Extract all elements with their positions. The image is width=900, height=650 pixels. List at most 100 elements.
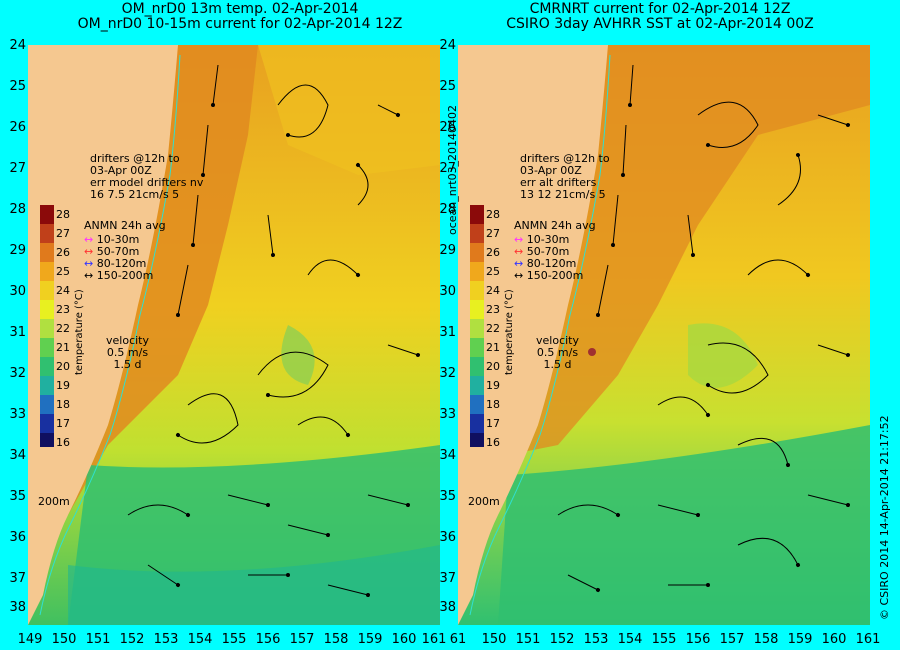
lat-label: 35 bbox=[439, 489, 456, 504]
cb-tick: 27 bbox=[56, 227, 70, 240]
lat-label: 30 bbox=[9, 284, 26, 299]
lon-label: 155 bbox=[221, 632, 247, 647]
lat-label: 30 bbox=[439, 284, 456, 299]
right-drifter-text: drifters @12h to 03-Apr 00Z err alt drif… bbox=[520, 152, 610, 201]
right-colorbar-title: temperature (°C) bbox=[504, 289, 515, 375]
left-map-title: OM_nrD0 13m temp. 02-Apr-2014 OM_nrD0 10… bbox=[30, 2, 450, 32]
lat-label: 38 bbox=[439, 600, 456, 615]
cb-tick: 21 bbox=[486, 341, 500, 354]
lon-label: 151 bbox=[85, 632, 111, 647]
lat-label: 31 bbox=[9, 325, 26, 340]
cb-tick: 19 bbox=[56, 379, 70, 392]
cb-tick: 16 bbox=[56, 436, 70, 449]
lon-label: 149 bbox=[17, 632, 43, 647]
left-drifter-text: drifters @12h to 03-Apr 00Z err model dr… bbox=[90, 152, 204, 201]
lat-label: 34 bbox=[439, 448, 456, 463]
cb-tick: 28 bbox=[486, 208, 500, 221]
lat-label: 26 bbox=[9, 120, 26, 135]
lat-label: 31 bbox=[439, 325, 456, 340]
cb-tick: 19 bbox=[486, 379, 500, 392]
lon-label: 153 bbox=[583, 632, 609, 647]
right-map-panel: 28 27 26 25 24 23 22 21 20 19 18 17 16 t… bbox=[458, 45, 870, 625]
lat-label: 24 bbox=[439, 38, 456, 53]
lon-label: 157 bbox=[719, 632, 745, 647]
legend-label: 150-200m bbox=[96, 269, 154, 282]
lon-label: 151 bbox=[515, 632, 541, 647]
lat-label: 29 bbox=[439, 243, 456, 258]
left-ocean-map bbox=[28, 45, 440, 625]
lon-label: 152 bbox=[549, 632, 575, 647]
cb-tick: 17 bbox=[56, 417, 70, 430]
lon-label: 159 bbox=[357, 632, 383, 647]
lon-label: 157 bbox=[289, 632, 315, 647]
right-legend-50-70m: ↔ 50-70m bbox=[514, 245, 570, 258]
cb-tick: 24 bbox=[56, 284, 70, 297]
left-colorbar-ticks: 28 27 26 25 24 23 22 21 20 19 18 17 16 bbox=[56, 208, 74, 449]
lat-label: 29 bbox=[9, 243, 26, 258]
right-colorbar bbox=[470, 205, 484, 447]
lat-label: 34 bbox=[9, 448, 26, 463]
lon-label: 161 bbox=[421, 632, 447, 647]
lat-label: 28 bbox=[9, 202, 26, 217]
left-map-panel: 28 27 26 25 24 23 22 21 20 19 18 17 16 t… bbox=[28, 45, 440, 625]
lon-label: 159 bbox=[787, 632, 813, 647]
legend-label: 150-200m bbox=[526, 269, 584, 282]
right-legend-10-30m: ↔ 10-30m bbox=[514, 233, 570, 246]
right-title-line2: CSIRO 3day AVHRR SST at 02-Apr-2014 00Z bbox=[506, 16, 814, 32]
lat-label: 27 bbox=[9, 161, 26, 176]
cb-tick: 22 bbox=[56, 322, 70, 335]
lat-label: 38 bbox=[9, 600, 26, 615]
left-legend-50-70m: ↔ 50-70m bbox=[84, 245, 140, 258]
lat-label: 37 bbox=[439, 571, 456, 586]
right-ocean-map bbox=[458, 45, 870, 625]
lon-label: 153 bbox=[153, 632, 179, 647]
lon-label: 156 bbox=[685, 632, 711, 647]
lat-label: 32 bbox=[9, 366, 26, 381]
right-legend-80-120m: ↔ 80-120m bbox=[514, 257, 577, 270]
lat-label: 36 bbox=[439, 530, 456, 545]
lon-label: 150 bbox=[51, 632, 77, 647]
legend-label: 80-120m bbox=[96, 257, 147, 270]
right-200m-label: 200m bbox=[468, 495, 500, 508]
cb-tick: 23 bbox=[486, 303, 500, 316]
cb-tick: 28 bbox=[56, 208, 70, 221]
lat-label: 27 bbox=[439, 161, 456, 176]
right-legend-150-200m: ↔ 150-200m bbox=[514, 269, 584, 282]
lat-label: 33 bbox=[439, 407, 456, 422]
right-anmn-title: ANMN 24h avg bbox=[514, 219, 596, 232]
cb-tick: 20 bbox=[56, 360, 70, 373]
lon-label: 150 bbox=[481, 632, 507, 647]
lon-label: 152 bbox=[119, 632, 145, 647]
cb-tick: 27 bbox=[486, 227, 500, 240]
legend-label: 10-30m bbox=[526, 233, 570, 246]
lon-label: 158 bbox=[323, 632, 349, 647]
cb-tick: 26 bbox=[56, 246, 70, 259]
right-velocity-scale: velocity 0.5 m/s 1.5 d bbox=[536, 334, 579, 371]
left-legend-150-200m: ↔ 150-200m bbox=[84, 269, 154, 282]
cb-tick: 25 bbox=[486, 265, 500, 278]
lat-label: 36 bbox=[9, 530, 26, 545]
lon-label: 161 bbox=[855, 632, 881, 647]
cb-tick: 17 bbox=[486, 417, 500, 430]
right-map-title: CMRNRT current for 02-Apr-2014 12Z CSIRO… bbox=[450, 2, 870, 32]
right-title-line1: CMRNRT current for 02-Apr-2014 12Z bbox=[529, 1, 791, 17]
legend-label: 10-30m bbox=[96, 233, 140, 246]
cb-tick: 18 bbox=[56, 398, 70, 411]
lat-label: 35 bbox=[9, 489, 26, 504]
lon-label: 160 bbox=[821, 632, 847, 647]
lon-label: 154 bbox=[617, 632, 643, 647]
lon-label: 158 bbox=[753, 632, 779, 647]
legend-label: 50-70m bbox=[96, 245, 140, 258]
lon-label: 61 bbox=[449, 632, 467, 647]
left-200m-label: 200m bbox=[38, 495, 70, 508]
lon-label: 155 bbox=[651, 632, 677, 647]
legend-label: 50-70m bbox=[526, 245, 570, 258]
cb-tick: 20 bbox=[486, 360, 500, 373]
cb-tick: 21 bbox=[56, 341, 70, 354]
lat-label: 25 bbox=[439, 79, 456, 94]
right-colorbar-ticks: 28 27 26 25 24 23 22 21 20 19 18 17 16 bbox=[486, 208, 504, 449]
cb-tick: 22 bbox=[486, 322, 500, 335]
copyright-vertical-label: © CSIRO 2014 14-Apr-2014 21:17:52 bbox=[878, 415, 891, 620]
left-colorbar-title: temperature (°C) bbox=[74, 289, 85, 375]
cb-tick: 25 bbox=[56, 265, 70, 278]
